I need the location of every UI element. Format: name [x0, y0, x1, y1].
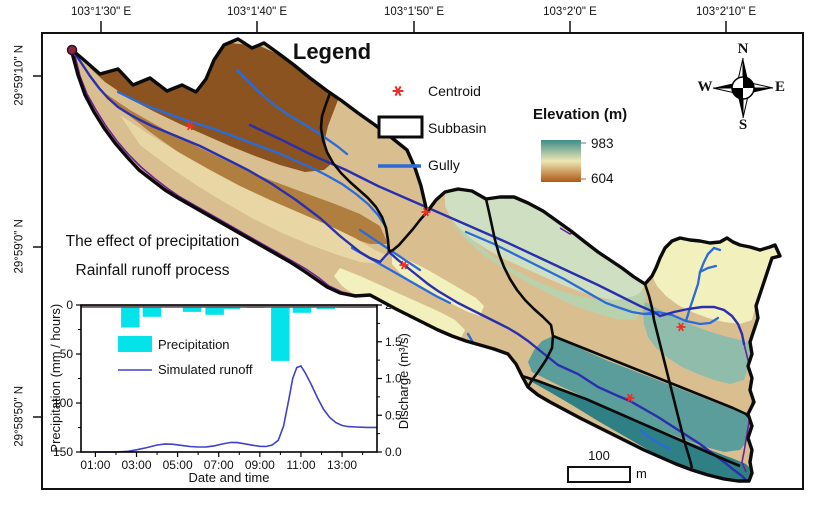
runoff-line — [95, 365, 377, 453]
elevation-legend-title: Elevation (m) — [533, 106, 628, 123]
legend-title: Legend — [292, 39, 372, 64]
inset-x-axis-title: Date and time — [188, 470, 270, 485]
left-axis-ticks — [33, 75, 42, 418]
top-axis-label-1: 103°1'30" E — [70, 6, 132, 18]
legend-item-gully: Gully — [428, 157, 460, 173]
precipitation-bar — [292, 305, 312, 313]
channel-lines — [72, 50, 748, 481]
x-tick-label: 11:00 — [286, 458, 315, 472]
legend-item-subbasin: Subbasin — [428, 120, 487, 136]
precipitation-bar — [271, 305, 290, 361]
left-tick-label: 50 — [60, 347, 74, 361]
x-tick-label: 03:00 — [121, 458, 151, 472]
precipitation-trace-strip — [81, 305, 377, 308]
elevation-zone-cream — [120, 115, 388, 264]
inset-left-axis-title: Precipitation (mm / hours) — [47, 303, 63, 453]
precipitation-bar — [142, 305, 162, 317]
annotation-line-1: The effect of precipitation — [65, 233, 240, 250]
legend-item-centroid: Centroid — [428, 83, 481, 99]
left-tick-label: 150 — [53, 445, 73, 459]
top-axis-ticks — [100, 21, 727, 33]
compass-west-label: W — [697, 79, 713, 95]
inset-right-axis-title: Discharge (m³/s) — [395, 333, 411, 430]
inset-legend-bar-label: Precipitation — [158, 337, 230, 352]
x-tick-label: 07:00 — [204, 458, 234, 472]
x-tick-label: 05:00 — [163, 458, 193, 472]
watershed-boundary — [69, 37, 782, 483]
elevation-ramp — [541, 140, 581, 182]
right-tick-label: 1.5 — [385, 335, 402, 349]
legend-centroid-swatch — [391, 85, 405, 97]
top-axis-label-4: 103°2'0" E — [543, 6, 597, 18]
elevation-zone-medium-brown — [100, 90, 388, 244]
elevation-ramp-ticks — [581, 142, 586, 180]
inset-legend-line-label: Simulated runoff — [158, 362, 253, 377]
left-tick-label: 100 — [53, 396, 73, 410]
inset-background — [44, 288, 389, 488]
right-tick-label: 0.0 — [385, 445, 402, 459]
left-axis-label-3: 29°58'50" N — [13, 385, 26, 447]
elevation-max-value: 983 — [591, 136, 614, 151]
scale-bar-value: 100 — [588, 448, 610, 463]
top-axis-label-3: 103°1'50" E — [383, 6, 445, 18]
elevation-zone-pale-yellow-lobe — [652, 238, 779, 324]
annotation-line-2: Rainfall runoff process — [75, 262, 230, 279]
right-tick-label: 1.0 — [385, 372, 402, 386]
precipitation-bar — [205, 305, 224, 315]
precipitation-bar — [121, 305, 140, 328]
elevation-zone-light-teal — [643, 302, 752, 384]
top-axis-label-5: 103°2'10" E — [695, 6, 757, 18]
inset-hydrograph-chart: 01:00 03:00 05:00 07:00 09:00 11:00 13:00 0 50 10… — [44, 288, 402, 488]
subbasin-divides — [319, 92, 752, 469]
x-tick-label: 13:00 — [327, 458, 357, 472]
elevation-zone-pale-yellow-valley — [334, 268, 465, 340]
scale-bar-unit: m — [636, 466, 647, 481]
compass-rose — [712, 57, 774, 119]
left-axis-label-1: 29°59'10" N — [13, 44, 26, 106]
precipitation-bar — [182, 305, 202, 312]
right-tick-label: 0.5 — [385, 408, 402, 422]
elevation-zone-dark-teal — [522, 376, 752, 481]
elevation-zone-sage-light — [445, 191, 645, 300]
left-tick-label: 0 — [66, 298, 73, 312]
x-tick-label: 01:00 — [80, 458, 110, 472]
left-axis-label-2: 29°59'0" N — [13, 219, 26, 274]
elevation-min-value: 604 — [591, 171, 614, 186]
compass-east-label: E — [774, 79, 785, 95]
top-axis-label-2: 103°1'40" E — [226, 6, 288, 18]
elevation-zone-medium-teal — [528, 336, 751, 452]
map-frame — [41, 32, 804, 490]
compass-north-label: N — [737, 41, 749, 57]
x-tick-label: 09:00 — [245, 458, 275, 472]
inset-legend-bar-swatch — [118, 336, 152, 352]
compass-south-label: S — [738, 117, 748, 133]
legend-subbasin-swatch — [377, 115, 424, 139]
outlet-point — [66, 44, 78, 56]
scale-bar — [567, 466, 631, 483]
